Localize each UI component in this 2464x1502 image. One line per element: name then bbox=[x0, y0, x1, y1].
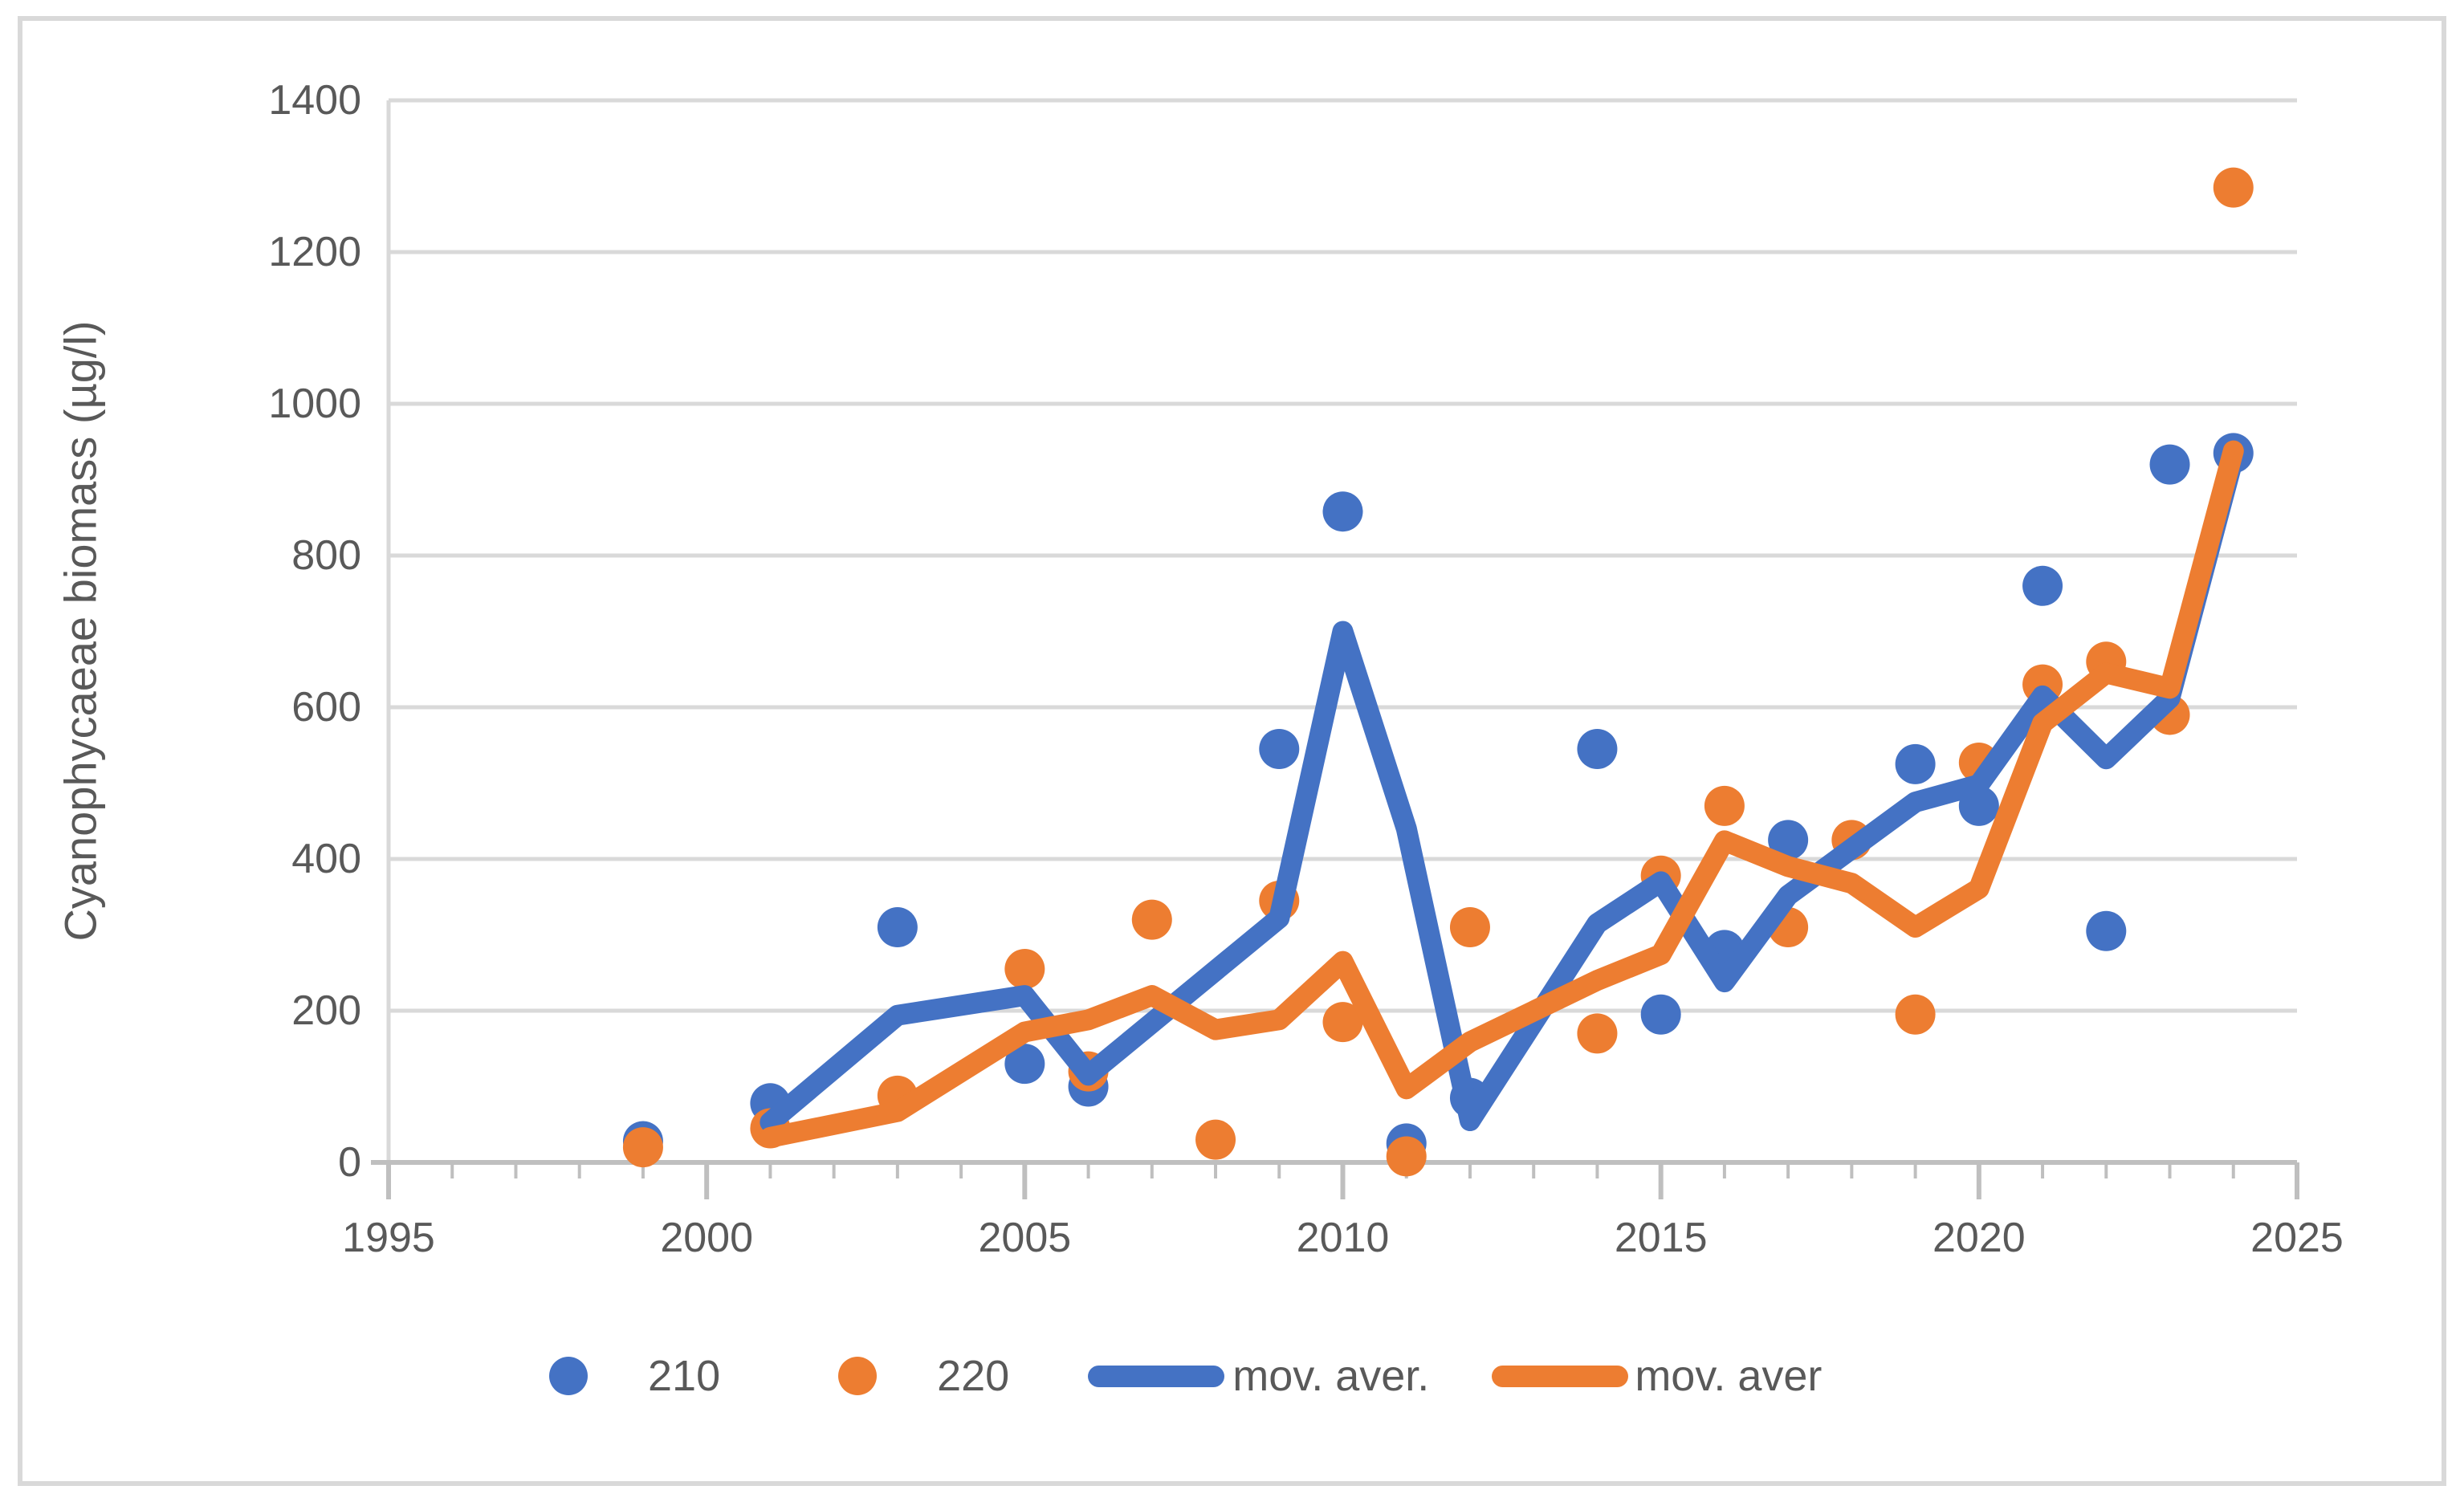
x-tick-label-2015: 2015 bbox=[1614, 1215, 1708, 1261]
data-point-220-2005 bbox=[1004, 949, 1045, 990]
data-point-210-2023 bbox=[2149, 444, 2190, 485]
data-point-220-2010 bbox=[1322, 1002, 1363, 1043]
data-point-220-2014 bbox=[1577, 1013, 1618, 1054]
moving-average-line-orange bbox=[760, 440, 2244, 1148]
data-point-220-1999 bbox=[622, 1127, 663, 1168]
data-point-210-2022 bbox=[2086, 910, 2127, 951]
data-point-210-2019 bbox=[1895, 743, 1936, 784]
x-tick-label-2005: 2005 bbox=[978, 1215, 1072, 1261]
y-axis-title: Cyanophycaeae biomass (µg/l) bbox=[55, 320, 106, 942]
data-point-210-2003 bbox=[877, 907, 918, 948]
data-point-220-2008 bbox=[1195, 1119, 1236, 1160]
legend-label-3: mov. aver. bbox=[1232, 1352, 1430, 1400]
data-point-220-2007 bbox=[1131, 899, 1172, 940]
x-axis bbox=[371, 1160, 2299, 1199]
y-tick-label-600: 600 bbox=[291, 684, 361, 731]
x-tick-label-2025: 2025 bbox=[2250, 1215, 2344, 1261]
data-point-220-2011 bbox=[1386, 1136, 1427, 1177]
data-point-210-2009 bbox=[1259, 728, 1300, 769]
y-tick-label-800: 800 bbox=[291, 532, 361, 579]
x-tick-label-1995: 1995 bbox=[342, 1215, 435, 1261]
x-tick-label-2020: 2020 bbox=[1932, 1215, 2026, 1261]
legend-marker-line-3 bbox=[1088, 1365, 1225, 1387]
data-point-210-2010 bbox=[1322, 491, 1363, 532]
data-point-210-2015 bbox=[1640, 994, 1681, 1035]
data-point-210-2005 bbox=[1004, 1044, 1045, 1085]
y-tick-label-1400: 1400 bbox=[268, 77, 361, 124]
gridlines bbox=[386, 98, 2297, 1162]
y-tick-label-1200: 1200 bbox=[268, 229, 361, 275]
legend-marker-dot-1 bbox=[549, 1357, 588, 1395]
data-point-210-2014 bbox=[1577, 728, 1618, 769]
legend-label-1: 210 bbox=[648, 1352, 721, 1400]
data-point-210-2017 bbox=[1768, 820, 1809, 861]
y-tick-label-1000: 1000 bbox=[268, 381, 361, 427]
series-220 bbox=[622, 167, 2254, 1177]
x-tick-label-2000: 2000 bbox=[660, 1215, 753, 1261]
legend-marker-line-4 bbox=[1492, 1365, 1629, 1387]
x-tick-label-2010: 2010 bbox=[1296, 1215, 1390, 1261]
legend-marker-dot-2 bbox=[838, 1357, 878, 1395]
legend-label-2: 220 bbox=[937, 1352, 1010, 1400]
data-point-220-2012 bbox=[1449, 907, 1490, 948]
y-tick-label-0: 0 bbox=[338, 1139, 361, 1186]
data-point-220-2016 bbox=[1704, 785, 1745, 826]
y-tick-label-400: 400 bbox=[291, 836, 361, 882]
y-tick-label-200: 200 bbox=[291, 987, 361, 1034]
data-point-210-2021 bbox=[2022, 565, 2063, 606]
data-point-220-2019 bbox=[1895, 994, 1936, 1035]
data-point-220-2024 bbox=[2213, 167, 2254, 208]
legend-label-4: mov. aver bbox=[1635, 1352, 1823, 1400]
chart-frame: Cyanophycaeae biomass (µg/l) 0 200 400 600 8… bbox=[18, 16, 2446, 1486]
legend: 210 220 mov. aver. mov. aver bbox=[549, 1350, 1822, 1402]
